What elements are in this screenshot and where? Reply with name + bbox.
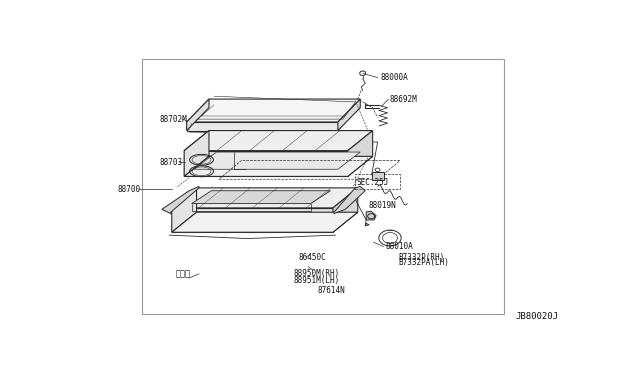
Text: 88950M(RH): 88950M(RH)	[293, 269, 340, 278]
Text: 非装壳: 非装壳	[175, 269, 190, 278]
Polygon shape	[348, 131, 372, 176]
Polygon shape	[172, 212, 358, 232]
Text: 88692M: 88692M	[390, 94, 418, 103]
Text: 88019N: 88019N	[369, 201, 396, 209]
Polygon shape	[184, 131, 209, 176]
Polygon shape	[184, 151, 348, 176]
Polygon shape	[334, 186, 365, 214]
Text: 88702M: 88702M	[159, 115, 187, 124]
Polygon shape	[172, 208, 333, 232]
Bar	[355, 173, 400, 189]
Polygon shape	[187, 99, 209, 131]
Polygon shape	[333, 188, 358, 232]
Text: 86450C: 86450C	[298, 253, 326, 262]
Polygon shape	[172, 188, 196, 232]
Polygon shape	[184, 131, 372, 151]
Polygon shape	[366, 211, 376, 220]
Text: 88000A: 88000A	[380, 73, 408, 82]
Text: JB80020J: JB80020J	[516, 312, 559, 321]
Polygon shape	[184, 156, 372, 176]
Text: B7332P(RH): B7332P(RH)	[399, 253, 445, 262]
Polygon shape	[187, 99, 360, 122]
Text: 88703: 88703	[159, 158, 182, 167]
Polygon shape	[338, 99, 360, 131]
Text: 88700: 88700	[117, 185, 140, 194]
Text: 87614N: 87614N	[317, 286, 345, 295]
Polygon shape	[172, 188, 358, 208]
Bar	[372, 171, 383, 180]
Polygon shape	[194, 152, 360, 169]
Bar	[142, 59, 504, 314]
Text: SEC.25J: SEC.25J	[356, 178, 389, 187]
Polygon shape	[191, 191, 330, 203]
Polygon shape	[162, 186, 199, 214]
Text: 88951M(LH): 88951M(LH)	[293, 276, 340, 285]
Text: B7332PA(LH): B7332PA(LH)	[399, 259, 449, 267]
Text: 88010A: 88010A	[385, 242, 413, 251]
Polygon shape	[187, 122, 338, 131]
